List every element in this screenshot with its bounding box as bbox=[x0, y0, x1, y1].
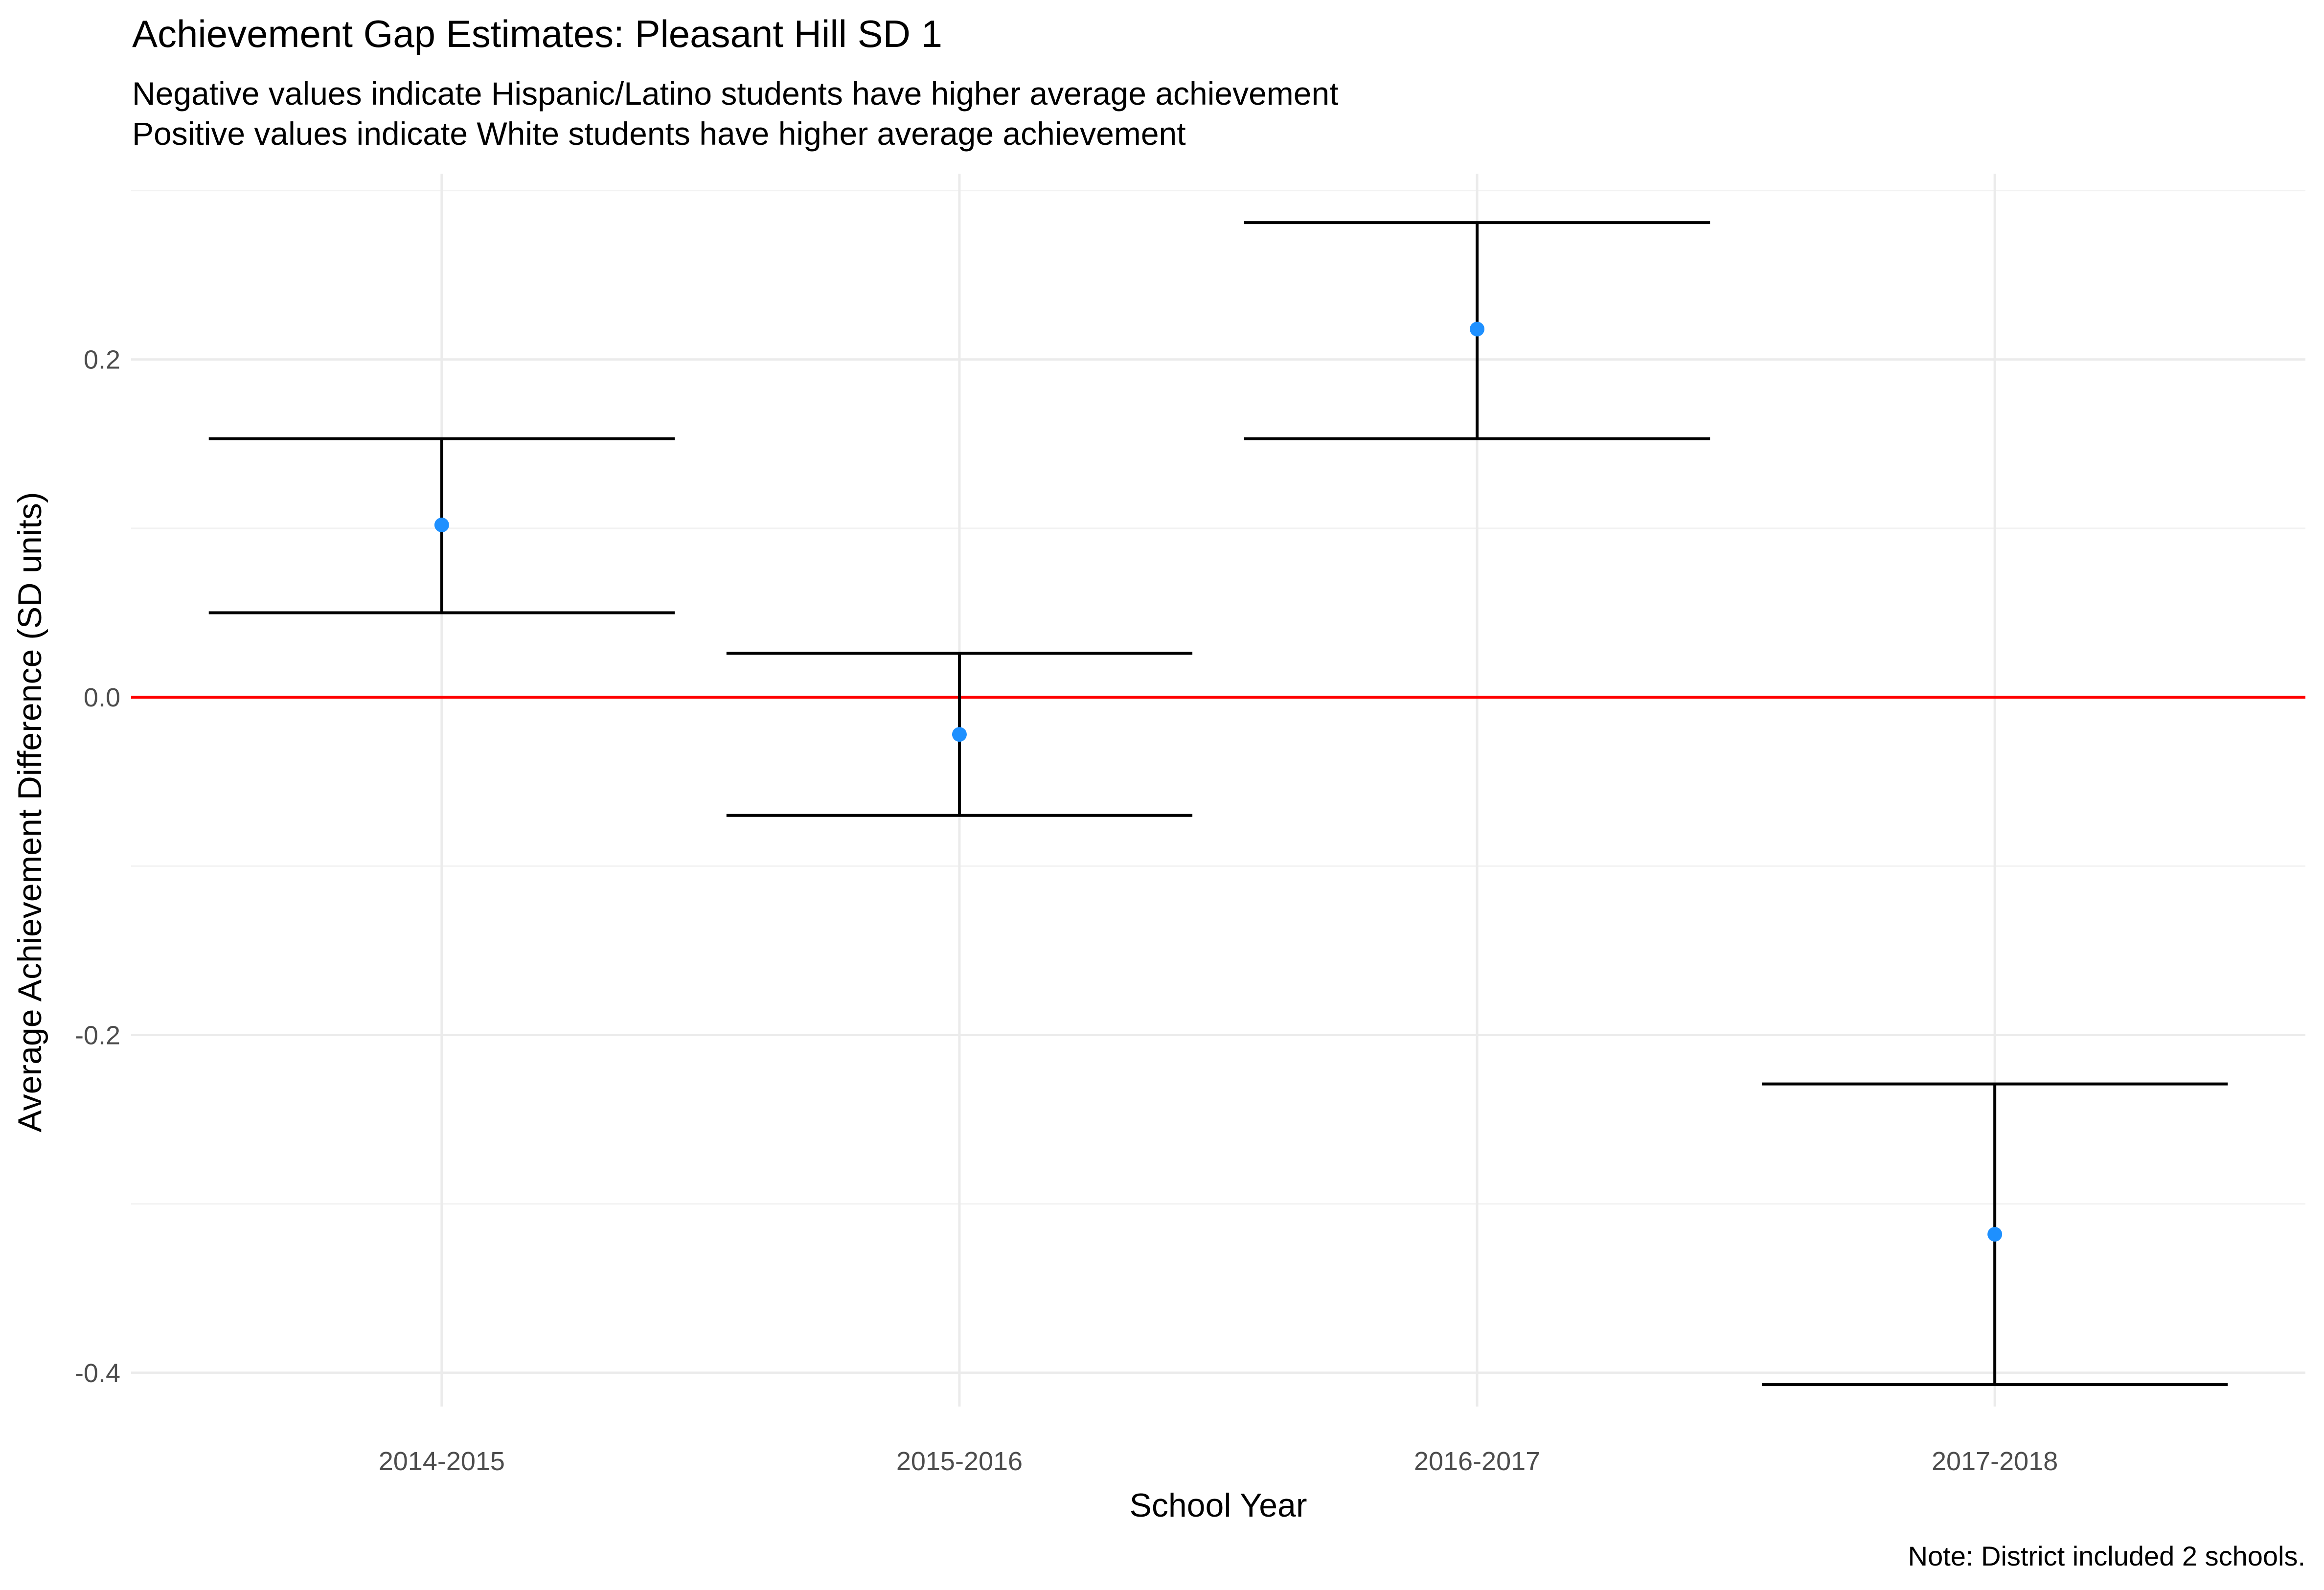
chart-caption: Note: District included 2 schools. bbox=[1908, 1541, 2305, 1571]
x-tick-label: 2017-2018 bbox=[1932, 1447, 2058, 1476]
estimate-point bbox=[1987, 1227, 2003, 1242]
estimate-point bbox=[952, 727, 967, 742]
y-tick-label: 0.2 bbox=[84, 345, 120, 375]
y-axis-ticks: 0.2 0.0 -0.2 -0.4 bbox=[75, 345, 120, 1388]
x-tick-label: 2014-2015 bbox=[379, 1447, 505, 1476]
y-tick-label: 0.0 bbox=[84, 683, 120, 712]
estimate-point bbox=[434, 518, 449, 533]
plot-grid bbox=[131, 174, 2305, 1407]
estimate-point bbox=[1470, 321, 1485, 337]
chart-subtitle-line-2: Positive values indicate White students … bbox=[132, 115, 1186, 152]
x-axis-title: School Year bbox=[1130, 1487, 1307, 1524]
plot-marks bbox=[131, 221, 2305, 1386]
chart-subtitle-line-1: Negative values indicate Hispanic/Latino… bbox=[132, 75, 1339, 112]
y-tick-label: -0.4 bbox=[75, 1359, 120, 1388]
y-axis-title: Average Achievement Difference (SD units… bbox=[11, 492, 48, 1132]
chart-title: Achievement Gap Estimates: Pleasant Hill… bbox=[132, 12, 942, 55]
y-tick-label: -0.2 bbox=[75, 1021, 120, 1050]
x-tick-label: 2015-2016 bbox=[896, 1447, 1023, 1476]
x-tick-label: 2016-2017 bbox=[1414, 1447, 1540, 1476]
x-axis-ticks: 2014-2015 2015-2016 2016-2017 2017-2018 bbox=[379, 1447, 2058, 1476]
